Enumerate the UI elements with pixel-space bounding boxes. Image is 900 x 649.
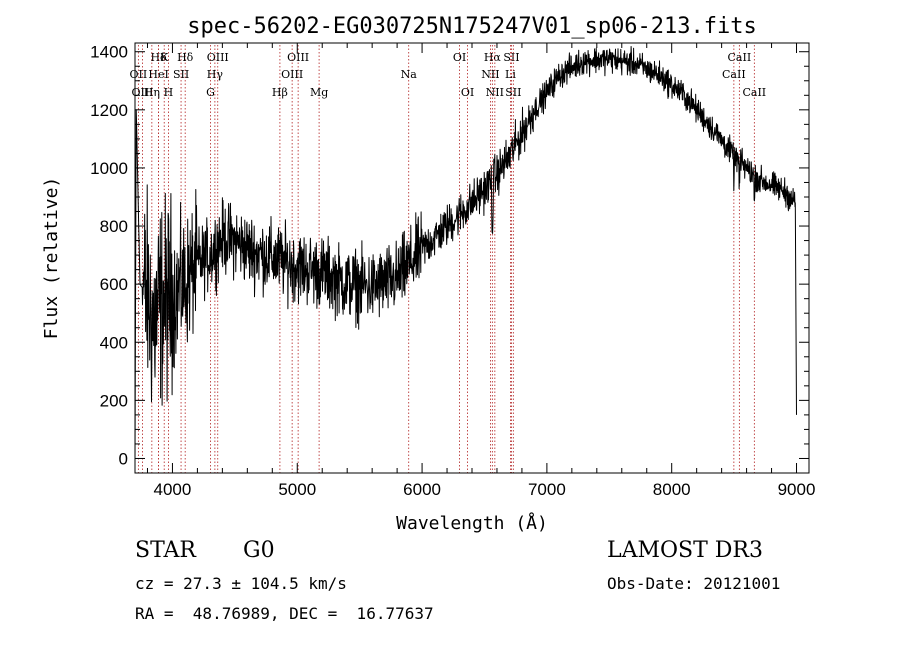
x-tick-label: 5000 <box>278 480 316 499</box>
y-tick-label: 400 <box>100 333 128 352</box>
sky-coordinates: RA = 48.76989, DEC = 16.77637 <box>135 604 434 623</box>
object-class: STAR <box>135 538 196 563</box>
y-tick-label: 1000 <box>90 159 128 178</box>
line-marker-label: H <box>164 86 174 99</box>
y-tick-label: 200 <box>100 391 128 410</box>
line-marker-label: CaII <box>742 86 766 99</box>
y-tick-label: 1400 <box>90 43 128 62</box>
line-marker-label: NII <box>486 86 504 99</box>
redshift-readout: cz = 27.3 ± 104.5 km/s <box>135 574 347 593</box>
line-marker-label: HeI <box>148 68 168 81</box>
x-tick-label: 8000 <box>653 480 691 499</box>
y-axis-label: Flux (relative) <box>41 177 62 340</box>
line-marker-label: CaII <box>728 51 752 64</box>
line-marker-label: OII <box>130 68 148 81</box>
object-subclass: G0 <box>243 538 275 563</box>
line-marker-label: K <box>160 51 169 64</box>
observation-date: Obs-Date: 20121001 <box>607 574 781 593</box>
line-marker-label: OIII <box>207 51 229 64</box>
x-tick-label: 6000 <box>403 480 441 499</box>
line-marker-label: OIII <box>281 68 303 81</box>
line-marker-label: Mg <box>310 86 328 99</box>
axes: 4000 5000 6000 7000 8000 9000 0 200 400 600 800 100… <box>90 43 815 499</box>
line-marker-label: SII <box>505 86 521 99</box>
line-marker-label: OI <box>453 51 466 64</box>
line-marker-label: Hδ <box>150 51 167 64</box>
x-axis-label: Wavelength (Å) <box>396 512 548 534</box>
y-tick-label: 600 <box>100 275 128 294</box>
line-marker-label: Li <box>505 68 516 81</box>
line-marker-label: OI <box>461 86 474 99</box>
survey-name: LAMOST DR3 <box>607 538 763 563</box>
line-marker-label: Hη <box>144 86 160 99</box>
chart-title: spec-56202-EG030725N175247V01_sp06-213.f… <box>187 14 757 39</box>
line-marker-label: Hδ <box>177 51 194 64</box>
x-tick-label: 9000 <box>778 480 816 499</box>
line-marker-label: Hγ <box>207 68 224 81</box>
y-tick-label: 1200 <box>90 101 128 120</box>
x-tick-label: 7000 <box>528 480 566 499</box>
y-tick-label: 800 <box>100 217 128 236</box>
x-tick-label: 4000 <box>154 480 192 499</box>
line-marker-label: Hβ <box>272 86 288 99</box>
line-marker-label: CaII <box>722 68 746 81</box>
line-marker-label: Na <box>401 68 418 81</box>
line-marker-label: SII <box>173 68 189 81</box>
line-marker-label: NII <box>481 68 499 81</box>
line-marker-label: G <box>206 86 215 99</box>
y-tick-label: 0 <box>119 449 128 468</box>
line-marker-label: Hα <box>484 51 502 64</box>
line-marker-label: OIII <box>287 51 309 64</box>
spectrum-line <box>134 46 797 459</box>
line-marker-label: SII <box>503 51 519 64</box>
